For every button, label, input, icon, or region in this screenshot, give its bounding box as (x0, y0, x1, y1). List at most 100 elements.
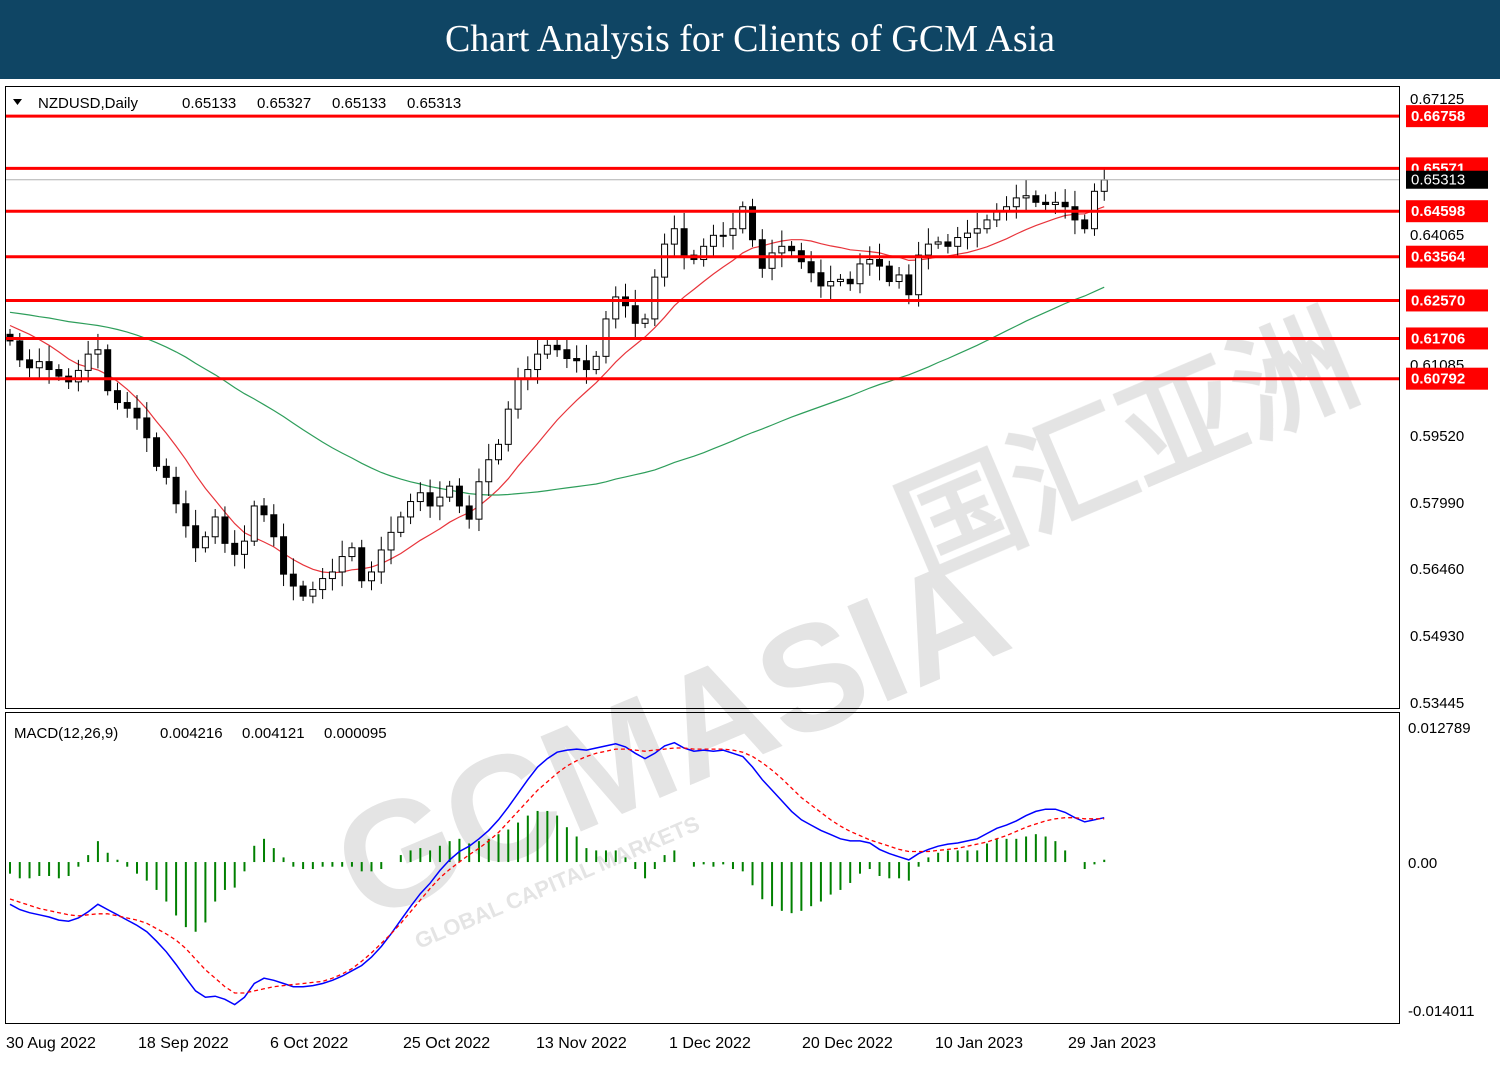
level-label: 0.66758 (1411, 108, 1465, 125)
candle-body (885, 265, 893, 283)
candle-body (963, 232, 971, 239)
candle-body (1042, 201, 1050, 206)
candle-body (162, 465, 170, 478)
y-tick-label: 0.54930 (1410, 628, 1464, 645)
y-tick-label: 0.57990 (1410, 495, 1464, 512)
ma-line (9, 286, 1105, 496)
candle-body (221, 516, 229, 544)
candle-body (1100, 179, 1108, 192)
candle-body (983, 219, 991, 230)
x-tick-label: 13 Nov 2022 (536, 1035, 627, 1052)
candle-body (856, 263, 864, 285)
candle-body (436, 496, 444, 507)
candle-body (172, 476, 180, 505)
x-tick-label: 20 Dec 2022 (802, 1035, 893, 1052)
macd-y-tick-label: 0.00 (1408, 855, 1437, 872)
candle-body (592, 355, 600, 371)
candle-body (240, 540, 248, 555)
candle-body (104, 349, 112, 392)
candle-body (16, 340, 24, 361)
level-label-bg (1406, 367, 1488, 390)
candle-body (534, 353, 542, 371)
candle-body (768, 252, 776, 269)
candle-body (407, 501, 415, 518)
candle-body (778, 245, 786, 254)
candle-body (1061, 201, 1069, 208)
candle-body (26, 359, 34, 369)
candle-body (641, 318, 649, 324)
candle-body (397, 516, 405, 533)
candle-body (719, 234, 727, 237)
candle-body (113, 390, 121, 404)
price-header-low: 0.65133 (332, 95, 386, 112)
candle-body (309, 589, 317, 597)
x-tick-label: 29 Jan 2023 (1068, 1035, 1156, 1052)
candle-body (631, 305, 639, 324)
candle-body (836, 278, 844, 283)
candle-body (700, 245, 708, 261)
panel-menu-triangle-icon[interactable] (13, 99, 22, 105)
candle-body (915, 254, 923, 296)
candle-body (514, 377, 522, 410)
candle-body (455, 485, 463, 507)
x-axis: 30 Aug 2022 18 Sep 2022 6 Oct 2022 25 Oc… (6, 1035, 1156, 1052)
candle-body (231, 542, 239, 555)
candle-body (280, 536, 288, 575)
candle-body (553, 344, 561, 351)
macd-histogram (9, 810, 1106, 932)
candle-body (55, 369, 63, 377)
candle-body (358, 547, 366, 582)
macd-main-line (9, 741, 1105, 1006)
candle-body (299, 585, 307, 597)
candle-body (319, 578, 327, 591)
price-header-open: 0.65133 (182, 95, 236, 112)
y-tick-label: 0.67125 (1410, 91, 1464, 108)
macd-lines (9, 741, 1105, 1006)
macd-signal-line (9, 747, 1105, 994)
candle-body (45, 361, 53, 371)
candle-body (1032, 195, 1040, 203)
candle-body (924, 243, 932, 256)
candle-body (817, 272, 825, 287)
candle-body (495, 443, 502, 461)
candle-body (954, 237, 962, 247)
candle-body (944, 241, 952, 247)
x-tick-label: 18 Sep 2022 (138, 1035, 229, 1052)
candle-body (524, 369, 532, 379)
x-tick-label: 10 Jan 2023 (935, 1035, 1023, 1052)
candle-body (866, 259, 874, 265)
candle-body (739, 206, 747, 230)
macd-y-tick-label: 0.012789 (1408, 720, 1471, 737)
candle-body (328, 571, 336, 580)
candle-body (651, 276, 659, 320)
candle-body (973, 228, 981, 234)
trading-chart[interactable]: GCMASIA GLOBAL CAPITAL MARKETS 国汇亚洲 NZDU… (0, 79, 1500, 1071)
level-label: 0.63564 (1411, 249, 1466, 266)
candle-body (661, 243, 669, 278)
level-label-bg (1406, 327, 1488, 350)
candle-body (612, 296, 620, 320)
macd-header-name: MACD(12,26,9) (14, 725, 118, 742)
candle-body (905, 274, 913, 296)
x-tick-label: 30 Aug 2022 (6, 1035, 96, 1052)
price-header-close: 0.65313 (407, 95, 461, 112)
y-tick-label: 0.59520 (1410, 428, 1464, 445)
candle-body (573, 358, 581, 362)
watermark-main: GCMASIA (311, 521, 1029, 952)
candle-body (192, 525, 200, 549)
candle-body (1051, 201, 1059, 206)
candle-body (1081, 219, 1089, 230)
macd-y-axis: 0.012789 0.00 -0.014011 (1408, 720, 1474, 1020)
candle-body (670, 228, 678, 245)
candle-body (153, 437, 161, 467)
y-tick-label: 0.64065 (1410, 227, 1464, 244)
candle-body (74, 369, 82, 383)
current-price-bg (1406, 170, 1488, 189)
candle-body (426, 492, 434, 507)
candle-body (1022, 195, 1030, 199)
candle-body (289, 573, 297, 587)
candle-body (895, 274, 903, 283)
candle-body (876, 259, 884, 267)
candle-body (250, 505, 258, 542)
candle-body (475, 481, 483, 520)
